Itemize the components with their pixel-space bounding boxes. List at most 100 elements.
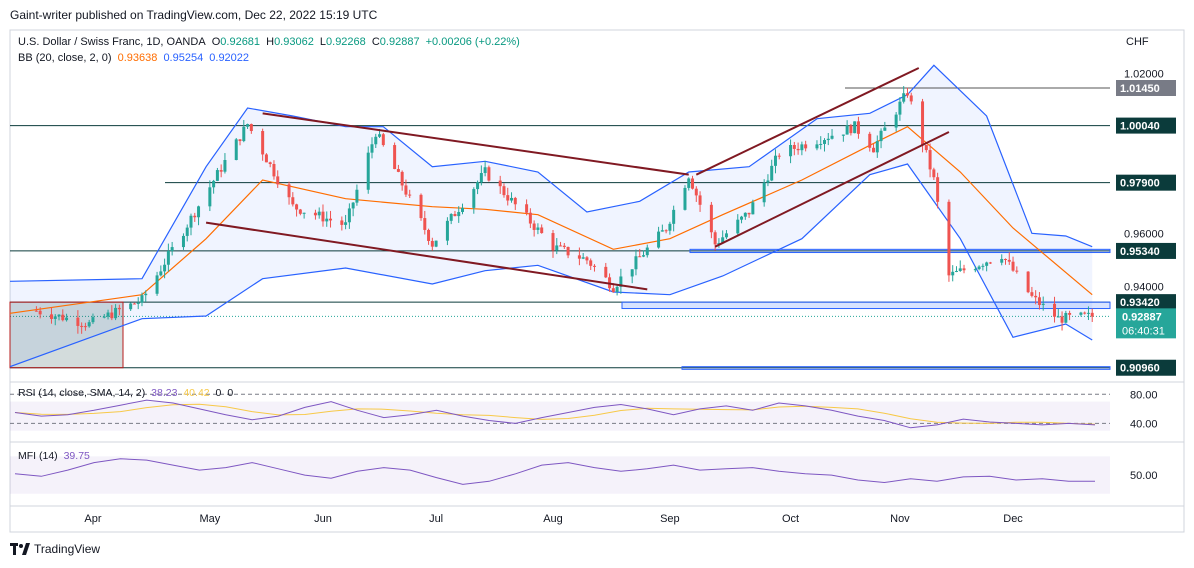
candle-body	[645, 247, 649, 256]
candle-body	[291, 197, 295, 205]
rsi-band	[10, 401, 1110, 431]
footer-brand[interactable]: TradingView	[10, 542, 100, 556]
candle-body	[276, 176, 280, 185]
candle-body	[49, 314, 53, 319]
candle-body	[430, 240, 434, 247]
time-tick: May	[199, 513, 220, 525]
candle-body	[1083, 312, 1087, 314]
candle-body	[540, 227, 544, 234]
rsi-label[interactable]: RSI (14, close, SMA, 14, 2)	[18, 387, 146, 399]
candle-body	[740, 216, 744, 220]
candle-body	[396, 169, 400, 172]
candle-body	[132, 303, 136, 305]
candle-body	[770, 165, 774, 181]
candle-body	[163, 264, 167, 272]
price-tick: 1.02000	[1124, 68, 1164, 80]
mfi-line	[14, 458, 1095, 485]
candle-body	[977, 266, 981, 270]
candle-body	[958, 268, 962, 271]
candle-body	[1011, 261, 1015, 271]
candle-body	[921, 101, 925, 145]
o-value: 0.92681	[220, 36, 261, 48]
candle-body	[400, 171, 404, 186]
candle-body	[951, 271, 955, 276]
candle-body	[634, 256, 638, 270]
candle-body	[366, 152, 370, 190]
candle-body	[351, 202, 355, 209]
candle-body	[589, 260, 593, 266]
time-tick: Apr	[84, 513, 101, 525]
candle-body	[536, 227, 540, 230]
rsi-legend: RSI (14, close, SMA, 14, 2) 38.23 40.42 …	[18, 387, 236, 399]
candle-body	[1041, 303, 1045, 305]
candle-body	[830, 135, 834, 139]
level-label: 0.93420	[1120, 297, 1160, 309]
zones	[9, 248, 1111, 370]
candle-body	[264, 154, 268, 163]
time-tick: Nov	[890, 513, 910, 525]
candle-body	[83, 326, 87, 328]
candle-body	[856, 121, 860, 134]
symbol-name[interactable]: U.S. Dollar / Swiss Franc, 1D, OANDA	[18, 36, 206, 48]
rsi-extra1: 0	[215, 387, 222, 399]
candle-body	[928, 150, 932, 170]
tradingview-logo-icon	[10, 543, 30, 555]
h-label: H	[266, 36, 275, 48]
l-value: 0.92268	[326, 36, 366, 48]
bb-lower-line	[10, 163, 1093, 368]
horizontal-levels	[10, 87, 1110, 369]
level-label-bg	[1116, 359, 1176, 376]
candle-body	[287, 184, 291, 198]
candle-body	[1053, 303, 1057, 317]
candle-body	[604, 266, 608, 278]
price-tick: 0.96000	[1124, 228, 1164, 240]
candle-body	[592, 265, 596, 267]
ohlc-h: H0.93062	[266, 36, 314, 48]
candle-body	[985, 262, 989, 266]
candle-body	[981, 265, 985, 267]
candle-body	[988, 262, 992, 264]
level-label-bg	[1116, 242, 1176, 259]
candle-body	[845, 125, 849, 135]
candle-body	[1064, 312, 1068, 323]
rsi-sma-value: 40.42	[183, 387, 210, 399]
level-label-bg	[1116, 117, 1176, 134]
candle-body	[528, 212, 532, 224]
candle-body	[642, 255, 645, 257]
candle-body	[479, 173, 483, 183]
candle-body	[566, 246, 570, 256]
rsi-value: 38.23	[151, 387, 178, 399]
candle-body	[789, 145, 793, 157]
time-tick: Aug	[543, 513, 563, 525]
mfi-label[interactable]: MFI (14)	[18, 450, 58, 462]
candle-body	[694, 188, 698, 196]
candle-body	[102, 316, 106, 318]
published-line: Gaint-writer published on TradingView.co…	[10, 8, 380, 22]
rsi-extra2: 0	[227, 387, 234, 399]
candle-body	[91, 317, 95, 323]
candle-body	[295, 204, 299, 210]
candle-body	[668, 223, 672, 231]
candle-body	[215, 170, 219, 181]
candle-body	[562, 245, 566, 247]
trendline	[205, 221, 648, 291]
candle-body	[238, 139, 242, 142]
candle-body	[170, 247, 174, 252]
demand-zone	[9, 301, 124, 369]
bb-fill	[10, 65, 1093, 367]
candle-body	[65, 317, 69, 321]
candle-body	[638, 256, 642, 258]
candle-body	[457, 211, 461, 217]
candle-body	[868, 133, 872, 148]
candle-body	[404, 185, 408, 195]
last-price-bg	[1116, 308, 1176, 339]
candle-body	[185, 227, 189, 236]
bb-label[interactable]: BB (20, close, 2, 0)	[18, 52, 112, 64]
candle-body	[800, 144, 804, 151]
candle-body	[80, 325, 84, 327]
candle-body	[777, 155, 781, 157]
candle-body	[849, 125, 853, 134]
candle-body	[129, 303, 133, 310]
candle-body	[498, 180, 502, 187]
